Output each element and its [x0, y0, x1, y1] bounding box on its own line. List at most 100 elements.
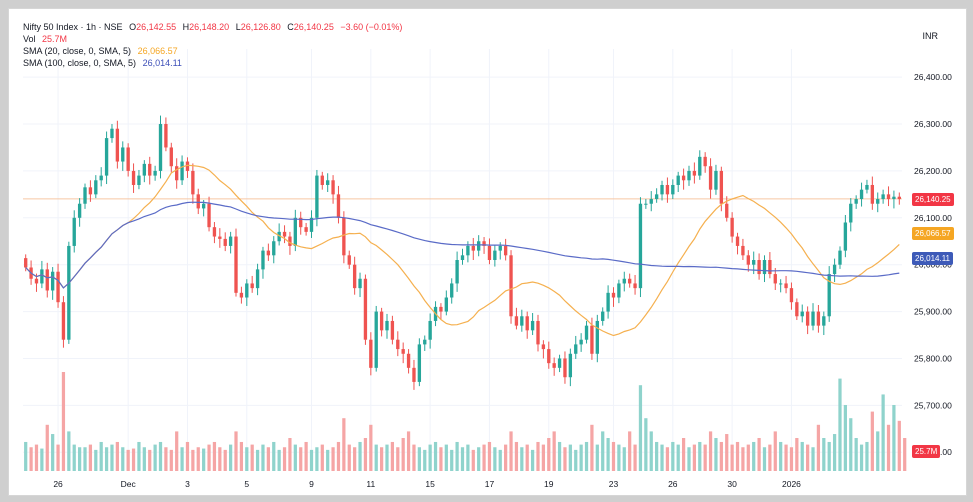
volume-bar	[789, 447, 794, 471]
volume-bar	[816, 424, 821, 471]
volume-bar	[293, 444, 297, 471]
volume-bar	[870, 411, 874, 471]
volume-bar	[315, 447, 319, 471]
legend-symbol[interactable]: Nifty 50 Index · 1h · NSE	[23, 22, 123, 32]
candle-body	[77, 203, 82, 218]
candle-body	[520, 316, 524, 326]
volume-bar	[78, 447, 82, 471]
candle-body	[557, 358, 562, 368]
candle-body	[628, 278, 632, 284]
volume-bar	[768, 444, 772, 471]
candle-body	[822, 316, 826, 326]
legend-sma100-label[interactable]: SMA (100, close, 0, SMA, 5)	[23, 58, 137, 68]
candle-body	[104, 138, 109, 176]
legend-high: 26,148.20	[189, 22, 230, 32]
volume-bar	[207, 444, 211, 471]
candle-body	[234, 236, 238, 293]
legend-volume: 25.7M	[42, 34, 68, 44]
x-tick-label: 26	[668, 479, 678, 489]
legend-sma100-row: SMA (100, close, 0, SMA, 5) 26,014.11	[23, 57, 402, 69]
candle-body	[309, 217, 314, 232]
candle-body	[849, 203, 853, 223]
candle-body	[428, 320, 432, 340]
candle-body	[617, 283, 621, 298]
volume-bar	[811, 447, 815, 471]
y-tick-label: 26,200.00	[914, 166, 952, 176]
x-tick-label: 23	[609, 479, 619, 489]
volume-bar	[153, 444, 157, 471]
legend-sma20-label[interactable]: SMA (20, close, 0, SMA, 5)	[23, 46, 132, 56]
volume-bar	[342, 418, 346, 471]
chart-canvas[interactable]: 25,600.0025,700.0025,800.0025,900.0026,0…	[9, 9, 966, 495]
x-tick-label: 5	[244, 479, 249, 489]
volume-bar	[61, 372, 66, 471]
volume-bar	[471, 449, 475, 471]
candle-body	[471, 245, 475, 251]
candle-body	[24, 258, 28, 268]
candle-body	[827, 274, 831, 317]
volume-bar	[784, 444, 788, 471]
volume-bar	[838, 378, 842, 471]
candle-body	[390, 320, 395, 340]
candle-body	[218, 236, 222, 239]
candle-body	[789, 288, 794, 303]
candle-body	[358, 278, 362, 289]
candle-body	[773, 274, 777, 284]
candle-body	[525, 316, 529, 331]
volume-bar	[477, 447, 481, 471]
candle-body	[601, 311, 605, 321]
volume-bar	[628, 431, 632, 471]
candle-body	[611, 292, 616, 298]
candle-body	[255, 269, 260, 289]
candle-body	[568, 353, 573, 378]
volume-bar	[34, 444, 39, 471]
candle-body	[708, 166, 713, 190]
candle-body	[741, 245, 745, 256]
volume-bar	[735, 441, 740, 471]
candle-body	[622, 278, 626, 284]
candle-body	[768, 260, 772, 275]
volume-bar	[40, 448, 44, 471]
candle-body	[897, 196, 901, 200]
volume-bar	[520, 447, 524, 471]
candle-body	[460, 255, 465, 260]
volume-bar	[886, 424, 891, 471]
volume-bar	[590, 424, 594, 471]
volume-bar	[762, 447, 767, 471]
candle-body	[681, 175, 686, 181]
volume-bar	[552, 431, 556, 471]
candle-body	[595, 320, 599, 354]
currency-label[interactable]: INR	[922, 31, 939, 41]
candle-body	[288, 236, 292, 246]
volume-bar	[191, 449, 195, 471]
volume-bar	[876, 431, 880, 471]
legend-sma20-row: SMA (20, close, 0, SMA, 5) 26,066.57	[23, 45, 402, 57]
candle-body	[541, 344, 546, 350]
volume-bar	[245, 447, 249, 471]
legend-volume-row: Vol 25.7M	[23, 33, 402, 45]
sma100-tag: 26,014.11	[912, 252, 953, 266]
candle-body	[266, 250, 271, 256]
candle-body	[83, 187, 87, 204]
volume-bar	[99, 441, 103, 471]
candle-body	[363, 278, 368, 340]
volume-bar	[568, 444, 572, 471]
volume-bar	[854, 438, 858, 471]
volume-bar	[282, 447, 287, 471]
volume-bar	[56, 444, 60, 471]
volume-bar	[110, 444, 114, 471]
sma100-line	[25, 201, 900, 289]
volume-bar	[83, 447, 87, 471]
volume-bar	[331, 447, 335, 471]
candle-body	[649, 199, 653, 204]
candle-body	[175, 166, 179, 181]
candle-body	[272, 241, 276, 256]
volume-bar	[460, 447, 465, 471]
x-tick-label: 3	[185, 479, 190, 489]
legend-volume-label[interactable]: Vol	[23, 34, 36, 44]
volume-bar	[676, 444, 680, 471]
volume-bar	[773, 431, 777, 471]
candle-body	[482, 241, 486, 246]
volume-bar	[487, 441, 492, 471]
candle-body	[126, 147, 130, 171]
